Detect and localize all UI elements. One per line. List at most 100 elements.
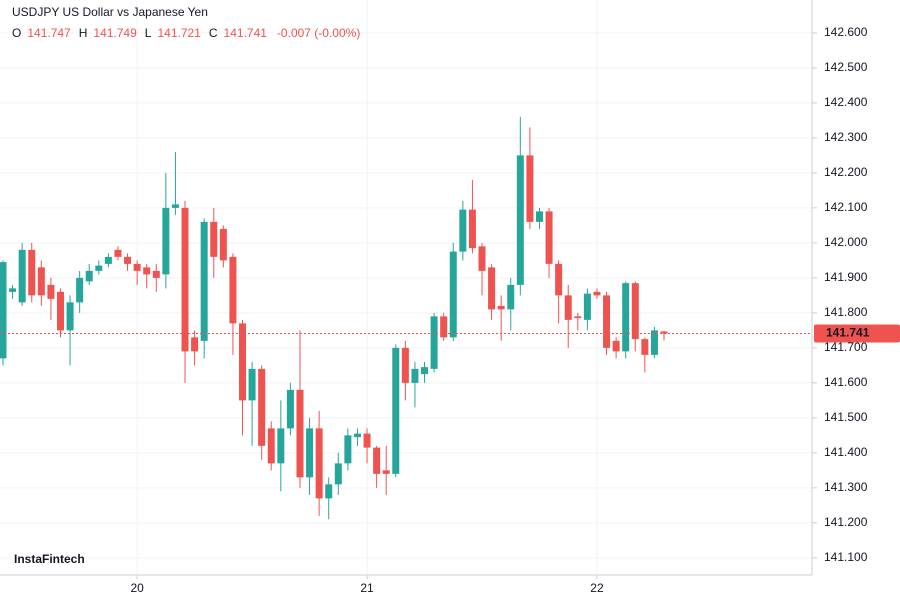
candle-body: [526, 155, 534, 222]
candle-body: [641, 339, 649, 355]
candle-body: [373, 447, 381, 474]
candle-body: [344, 435, 352, 464]
candle-body: [143, 267, 151, 275]
candle-body: [612, 340, 620, 352]
candle-body: [28, 249, 36, 296]
candle-body: [76, 277, 84, 303]
candle-body: [507, 284, 515, 310]
candle-body: [401, 347, 409, 383]
candle-body: [516, 155, 524, 285]
chart-title: USDJPY US Dollar vs Japanese Yen: [12, 5, 208, 19]
y-tick-label: 141.900: [824, 270, 868, 284]
y-tick-label: 141.800: [824, 305, 868, 319]
y-tick-label: 141.300: [824, 480, 868, 494]
candle-body: [152, 270, 160, 278]
candle-body: [181, 207, 189, 352]
candle-body: [353, 433, 361, 438]
candle-body: [124, 256, 132, 264]
candle-body: [277, 428, 285, 464]
y-tick-label: 141.400: [824, 445, 868, 459]
y-tick-label: 142.600: [824, 25, 868, 39]
candle-body: [296, 389, 304, 478]
ohlc-header: O 141.747 H 141.749 L 141.721 C 141.741 -0.007 (…: [12, 26, 360, 40]
ohlc-label: O: [12, 26, 21, 40]
last-price-box: [814, 324, 900, 343]
x-tick-label: 20: [130, 581, 144, 595]
candle-body: [411, 368, 419, 383]
y-tick-label: 141.100: [824, 550, 868, 564]
candle-body: [430, 316, 438, 369]
candle-body: [478, 246, 486, 271]
y-tick-label: 141.600: [824, 375, 868, 389]
change-value: -0.007 (-0.00%): [277, 26, 360, 40]
y-tick-label: 141.200: [824, 515, 868, 529]
x-tick-label: 22: [590, 581, 604, 595]
candle-body: [660, 331, 668, 334]
candle-body: [535, 211, 543, 222]
ohlc-label: C: [209, 26, 218, 40]
candle-body: [603, 295, 611, 348]
candle-body: [239, 323, 246, 401]
candle-body: [631, 283, 639, 340]
candle-body: [363, 433, 371, 448]
candle-body: [593, 291, 601, 296]
ohlc-value: 141.747: [27, 26, 71, 40]
candle-body: [18, 249, 26, 303]
candle-body: [449, 251, 457, 338]
candle-body: [56, 291, 64, 331]
candle-body: [0, 262, 7, 359]
candle-body: [440, 316, 448, 338]
candle-body: [37, 267, 45, 296]
candle-body: [210, 221, 218, 257]
candle-body: [325, 484, 333, 499]
candle-body: [267, 428, 275, 464]
candle-body: [650, 330, 658, 355]
candle-body: [545, 211, 553, 264]
y-tick-label: 142.200: [824, 165, 868, 179]
ohlc-value: 141.721: [157, 26, 201, 40]
x-tick-label: 21: [360, 581, 374, 595]
y-tick-label: 141.700: [824, 340, 868, 354]
last-price-label: 141.741: [826, 326, 870, 340]
candle-body: [162, 207, 170, 275]
candle-body: [248, 368, 256, 401]
candle-body: [171, 204, 179, 208]
candle-body: [334, 463, 342, 485]
candle-body: [104, 256, 112, 264]
candle-body: [200, 221, 208, 341]
candle-body: [497, 305, 505, 310]
candle-body: [564, 295, 572, 320]
y-tick-label: 141.500: [824, 410, 868, 424]
candle-body: [315, 428, 323, 499]
candle-body: [9, 288, 17, 292]
y-tick-label: 142.400: [824, 95, 868, 109]
y-tick-label: 142.100: [824, 200, 868, 214]
candle-body: [574, 316, 582, 319]
candle-body: [229, 256, 237, 324]
candle-body: [133, 263, 141, 271]
ohlc-value: 141.741: [224, 26, 268, 40]
candle-body: [47, 284, 55, 299]
candle-body: [306, 428, 314, 478]
candle-body: [95, 265, 103, 271]
candle-body: [488, 267, 496, 310]
candle-body: [286, 389, 294, 429]
ohlc-label: H: [79, 26, 88, 40]
candle-body: [421, 367, 429, 375]
candle-body: [191, 337, 199, 352]
y-tick-label: 142.300: [824, 130, 868, 144]
candle-body: [258, 368, 266, 446]
candle-body: [382, 470, 390, 474]
candle-body: [392, 347, 400, 474]
ohlc-value: 141.749: [93, 26, 137, 40]
y-tick-label: 142.000: [824, 235, 868, 249]
candle-body: [622, 283, 630, 352]
watermark: InstaFintech: [14, 552, 85, 566]
candle-body: [555, 263, 563, 296]
ohlc-label: L: [145, 26, 152, 40]
y-tick-label: 142.500: [824, 60, 868, 74]
candle-body: [114, 249, 122, 257]
candle-body: [583, 293, 591, 320]
candle-body: [219, 228, 227, 261]
